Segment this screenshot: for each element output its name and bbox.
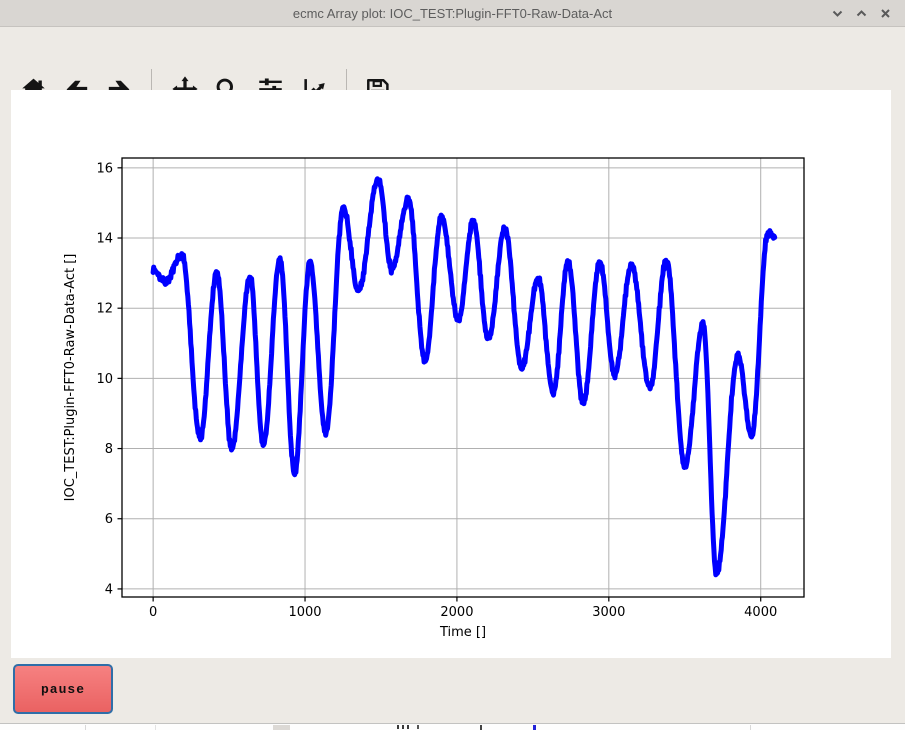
data-line: [150, 176, 778, 578]
pan-button[interactable]: [166, 70, 204, 108]
window-controls: [825, 0, 897, 26]
pause-button[interactable]: pause: [13, 664, 113, 714]
y-tick-label: 14: [96, 232, 113, 247]
background-window-strip: [0, 723, 905, 730]
titlebar[interactable]: ecmc Array plot: IOC_TEST:Plugin-FFT0-Ra…: [0, 0, 905, 27]
x-tick-label: 1000: [288, 605, 321, 620]
y-tick-label: 16: [96, 161, 113, 176]
x-tick-label: 3000: [592, 605, 625, 620]
maximize-icon[interactable]: [849, 1, 873, 25]
navigation-toolbar: [0, 27, 905, 107]
y-tick-label: 12: [96, 302, 113, 317]
figure-canvas: 0 1000 2000 3000 4000 4 6 8 10 12 14 16 Time [] IOC_T…: [11, 90, 891, 658]
axes-spines: [121, 157, 805, 598]
close-icon[interactable]: [873, 1, 897, 25]
y-axis-label: IOC_TEST:Plugin-FFT0-Raw-Data-Act []: [63, 254, 78, 502]
x-tick-label: 0: [149, 605, 157, 620]
pan-move-icon: [171, 75, 199, 103]
y-tick-label: 10: [96, 372, 113, 387]
x-tick-label: 4000: [744, 605, 777, 620]
gridlines: [122, 158, 804, 597]
plot[interactable]: 0 1000 2000 3000 4000 4 6 8 10 12 14 16 Time [] IOC_T…: [11, 90, 891, 658]
x-axis-label: Time []: [439, 625, 486, 640]
tick-marks: [117, 167, 762, 602]
y-tick-label: 8: [105, 442, 113, 457]
window-title: ecmc Array plot: IOC_TEST:Plugin-FFT0-Ra…: [292, 5, 613, 21]
y-tick-label: 6: [105, 512, 113, 527]
minimize-icon[interactable]: [825, 1, 849, 25]
x-tick-label: 2000: [440, 605, 473, 620]
y-tick-label: 4: [105, 582, 113, 597]
toolbar-separator: [346, 69, 347, 107]
toolbar-separator: [151, 69, 152, 107]
